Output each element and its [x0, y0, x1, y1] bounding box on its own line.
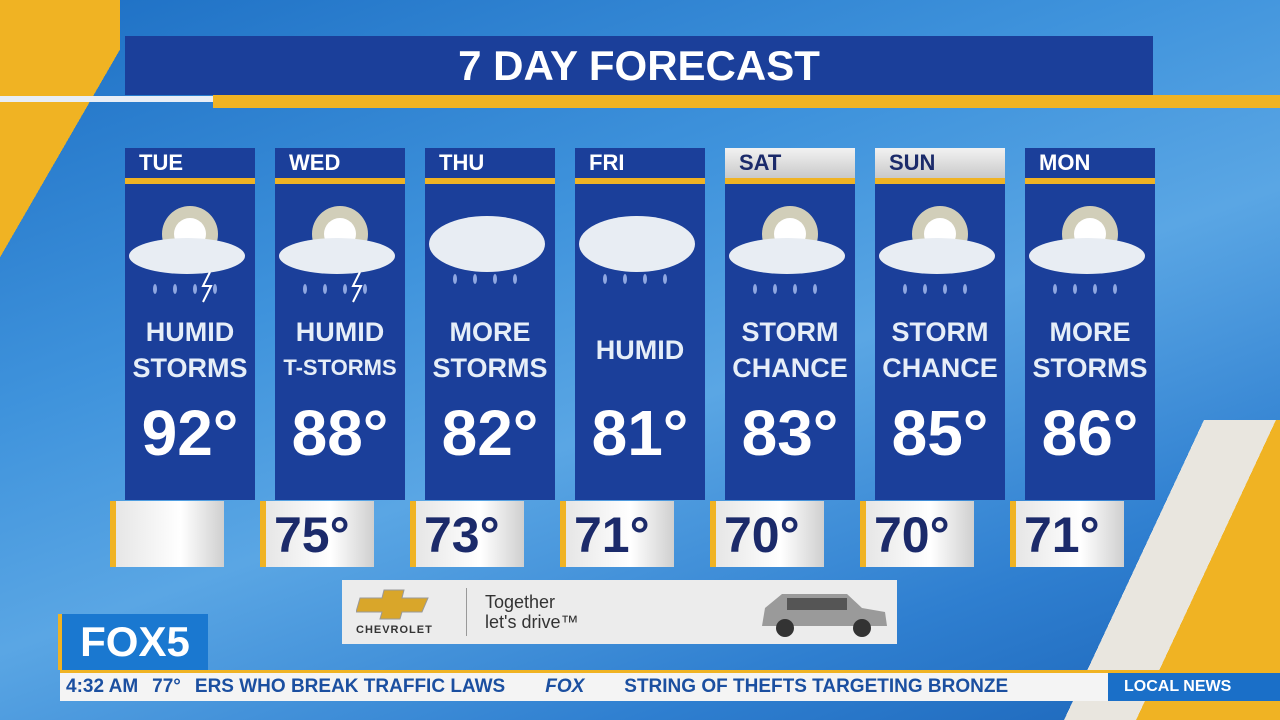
forecast-day-wed: WED HUMID T-STORMS 88° — [275, 148, 405, 500]
section-label: LOCAL NEWS — [1108, 670, 1280, 701]
condition-line: STORM — [891, 317, 989, 347]
forecast-day-mon: MON MORE STORMS 86° — [1025, 148, 1155, 500]
day-label: SUN — [875, 148, 1005, 184]
day-label: MON — [1025, 148, 1155, 184]
condition-text: MORE STORMS — [425, 314, 555, 386]
condition-text: STORM CHANCE — [725, 314, 855, 386]
news-ticker: 4:32 AM 77° ERS WHO BREAK TRAFFIC LAWS FOX S… — [60, 670, 1108, 701]
high-temp: 92° — [141, 397, 239, 469]
condition-text: HUMID — [575, 332, 705, 368]
low-temp: 73° — [410, 501, 524, 567]
cloud-rain-icon — [429, 216, 545, 284]
decorative-stripe — [0, 0, 120, 260]
forecast-day-tue: TUE HUMID STORMS 92° — [125, 148, 255, 500]
page-title: 7 DAY FORECAST — [125, 36, 1153, 95]
high-temp: 82° — [441, 397, 539, 469]
sun-cloud-rain-icon — [729, 206, 845, 294]
forecast-panel: HUMID T-STORMS 88° — [275, 184, 405, 500]
fox5-logo: FOX5 — [58, 614, 208, 670]
condition-line: STORMS — [432, 353, 548, 383]
forecast-panel: MORE STORMS 82° — [425, 184, 555, 500]
high-temp: 83° — [741, 397, 839, 469]
condition-line: STORMS — [1032, 353, 1148, 383]
condition-line: CHANCE — [882, 353, 998, 383]
condition-text: HUMID STORMS — [125, 314, 255, 386]
ad-brand: CHEVROLET — [356, 624, 433, 636]
condition-line: STORMS — [132, 353, 248, 383]
day-label: FRI — [575, 148, 705, 184]
sun-cloud-lightning-icon — [129, 206, 245, 303]
high-temp: 85° — [891, 397, 989, 469]
low-temp: 71° — [560, 501, 674, 567]
day-label: SAT — [725, 148, 855, 184]
condition-text: MORE STORMS — [1025, 314, 1155, 386]
divider — [0, 96, 213, 102]
ticker-story: ERS WHO BREAK TRAFFIC LAWS — [194, 676, 506, 697]
ad-tagline: let's drive™ — [485, 612, 579, 632]
low-temp — [110, 501, 224, 567]
divider — [213, 95, 1280, 108]
condition-line: HUMID — [595, 335, 685, 365]
day-label: TUE — [125, 148, 255, 184]
condition-text: STORM CHANCE — [875, 314, 1005, 386]
condition-line: MORE — [1049, 317, 1131, 347]
high-temp: 81° — [591, 397, 689, 469]
fox-logo: FOX — [545, 676, 585, 697]
condition-line: HUMID — [145, 317, 235, 347]
forecast-day-sun: SUN STORM CHANCE 85° — [875, 148, 1005, 500]
condition-line: T-STORMS — [283, 355, 397, 380]
forecast-panel: STORM CHANCE 83° — [725, 184, 855, 500]
high-temp: 86° — [1041, 397, 1139, 469]
high-temp: 88° — [291, 397, 389, 469]
forecast-day-fri: FRI HUMID 81° — [575, 148, 705, 500]
car-image — [762, 594, 887, 637]
forecast-day-sat: SAT STORM CHANCE 83° — [725, 148, 855, 500]
condition-line: HUMID — [295, 317, 385, 347]
chevrolet-bowtie-icon — [356, 589, 429, 620]
low-temp: 75° — [260, 501, 374, 567]
sun-cloud-rain-icon — [879, 206, 995, 294]
forecast-panel: MORE STORMS 86° — [1025, 184, 1155, 500]
sun-cloud-lightning-icon — [279, 206, 395, 303]
ticker-temp: 77° — [152, 676, 181, 697]
forecast-panel: STORM CHANCE 85° — [875, 184, 1005, 500]
forecast-panel: HUMID 81° — [575, 184, 705, 500]
ad-tagline: Together — [485, 592, 556, 612]
ticker-time: 4:32 AM — [66, 676, 139, 697]
day-label: THU — [425, 148, 555, 184]
condition-line: STORM — [741, 317, 839, 347]
ticker-story: STRING OF THEFTS TARGETING BRONZE — [624, 676, 1009, 697]
low-temp: 71° — [1010, 501, 1124, 567]
day-label: WED — [275, 148, 405, 184]
low-temp: 70° — [860, 501, 974, 567]
condition-line: MORE — [449, 317, 531, 347]
forecast-day-thu: THU MORE STORMS 82° — [425, 148, 555, 500]
chevrolet-ad: CHEVROLET Together let's drive™ — [342, 580, 897, 644]
low-temp: 70° — [710, 501, 824, 567]
sun-cloud-rain-icon — [1029, 206, 1145, 294]
condition-line: CHANCE — [732, 353, 848, 383]
condition-text: HUMID T-STORMS — [275, 314, 405, 386]
cloud-rain-icon — [579, 216, 695, 284]
forecast-panel: HUMID STORMS 92° — [125, 184, 255, 500]
